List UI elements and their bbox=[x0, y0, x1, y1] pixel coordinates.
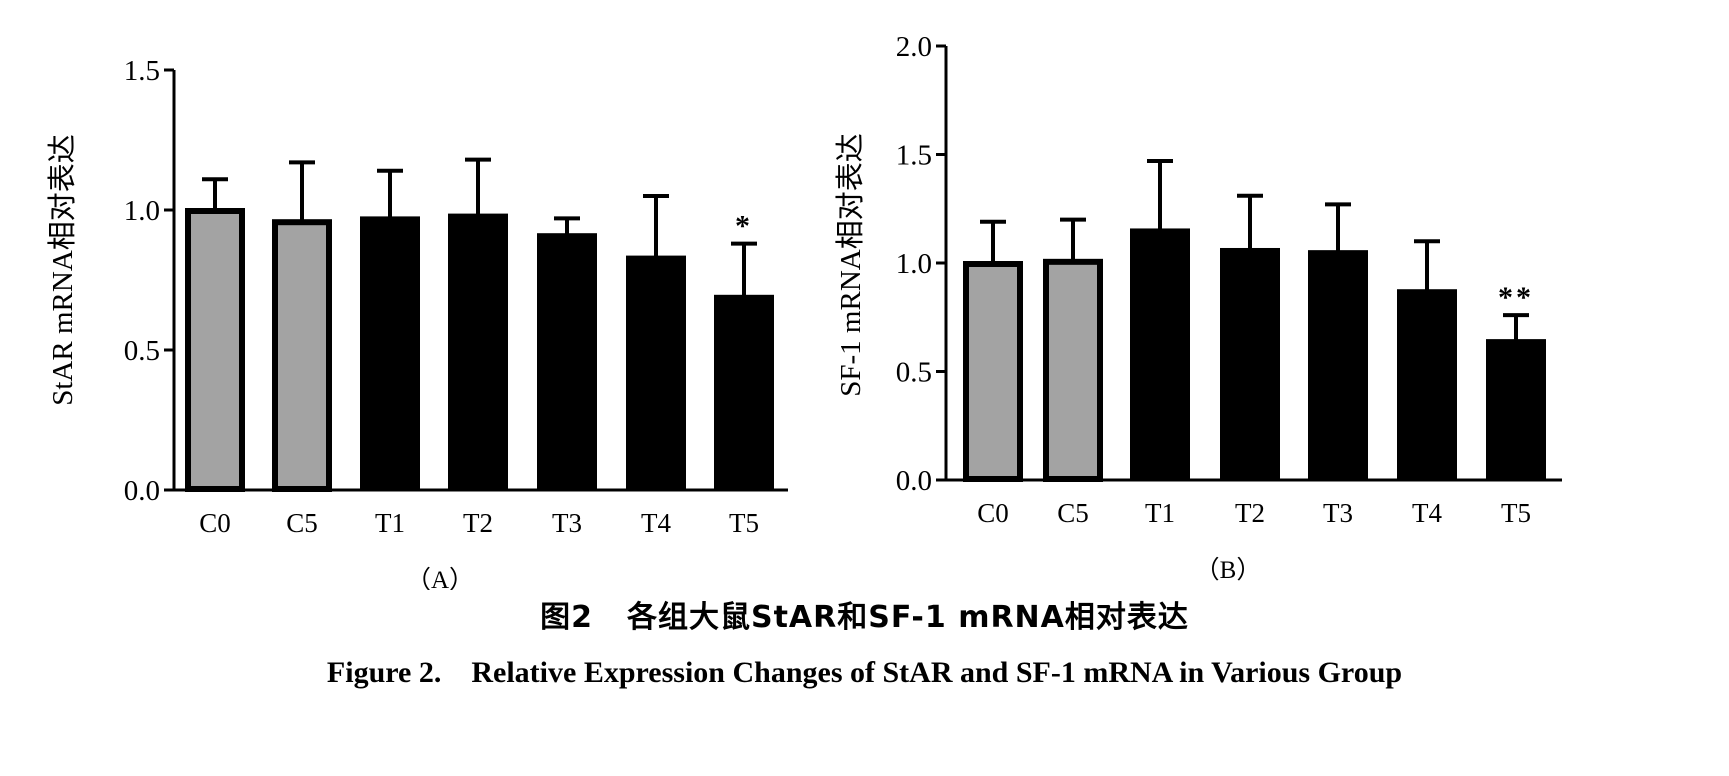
bar bbox=[185, 208, 245, 492]
bar bbox=[272, 219, 332, 492]
caption-chinese-figure-number: 图2 bbox=[540, 600, 593, 635]
bar bbox=[1130, 228, 1190, 480]
chart-canvas: 0.0 0.5 1.0 1.5 StAR mRNA相对表达 C0 C5 T1 T2 T3 T4 T5 *… bbox=[46, 31, 1562, 594]
x-tick-label: T4 bbox=[641, 508, 671, 538]
panel-label: （B） bbox=[1195, 556, 1262, 584]
y-tick-label: 0.0 bbox=[124, 475, 160, 507]
x-tick-label: T3 bbox=[1323, 498, 1353, 528]
bar bbox=[1043, 258, 1103, 482]
x-tick-label: T1 bbox=[1145, 498, 1175, 528]
y-tick-label: 1.5 bbox=[896, 140, 932, 172]
y-tick-label: 1.0 bbox=[124, 195, 160, 227]
chart-panel-b: 0.0 0.5 1.0 1.5 2.0 SF-1 mRNA相对表达 C0 C5 T1 T2 T3 T4… bbox=[834, 31, 1562, 584]
panel-label: （A） bbox=[406, 566, 474, 590]
caption-english-figure-number: Figure 2. bbox=[326, 656, 442, 689]
bar bbox=[1220, 247, 1280, 480]
x-tick-label: C5 bbox=[286, 508, 318, 538]
caption-english: Figure 2. Relative Expression Changes of … bbox=[0, 656, 1729, 690]
chart-panel-a: 0.0 0.5 1.0 1.5 StAR mRNA相对表达 C0 C5 T1 T2 T3 T4 T5 *… bbox=[46, 55, 788, 594]
bar bbox=[537, 233, 597, 490]
y-tick-label: 2.0 bbox=[896, 31, 932, 63]
x-tick-label: C5 bbox=[1057, 498, 1089, 528]
x-tick-label: T2 bbox=[463, 508, 493, 538]
y-axis-label: SF-1 mRNA相对表达 bbox=[834, 133, 867, 396]
significance-marker: ** bbox=[1498, 281, 1534, 314]
y-tick-label: 0.0 bbox=[896, 465, 932, 497]
y-tick-label: 0.5 bbox=[896, 357, 932, 389]
y-tick-label: 0.5 bbox=[124, 335, 160, 367]
bar bbox=[963, 261, 1023, 482]
bar bbox=[360, 216, 420, 490]
x-tick-label: T5 bbox=[1501, 498, 1531, 528]
bar bbox=[448, 213, 508, 490]
significance-marker: * bbox=[735, 210, 753, 243]
bar bbox=[714, 294, 774, 490]
x-tick-label: T1 bbox=[375, 508, 405, 538]
bar bbox=[626, 255, 686, 490]
x-tick-label: T3 bbox=[552, 508, 582, 538]
y-axis-label: StAR mRNA相对表达 bbox=[46, 134, 79, 406]
bar bbox=[1308, 250, 1368, 480]
x-tick-label: T5 bbox=[729, 508, 759, 538]
caption-chinese: 图2 各组大鼠StAR和SF-1 mRNA相对表达 bbox=[0, 592, 1729, 636]
x-tick-label: C0 bbox=[977, 498, 1009, 528]
y-tick-label: 1.0 bbox=[896, 248, 932, 280]
x-tick-label: C0 bbox=[199, 508, 231, 538]
x-tick-label: T4 bbox=[1412, 498, 1442, 528]
caption-english-title: Relative Expression Changes of StAR and … bbox=[471, 656, 1403, 689]
y-tick-label: 1.5 bbox=[124, 55, 160, 87]
x-tick-label: T2 bbox=[1235, 498, 1265, 528]
caption-chinese-title: 各组大鼠StAR和SF-1 mRNA相对表达 bbox=[626, 600, 1189, 635]
bar bbox=[1397, 289, 1457, 480]
bar bbox=[1486, 339, 1546, 480]
